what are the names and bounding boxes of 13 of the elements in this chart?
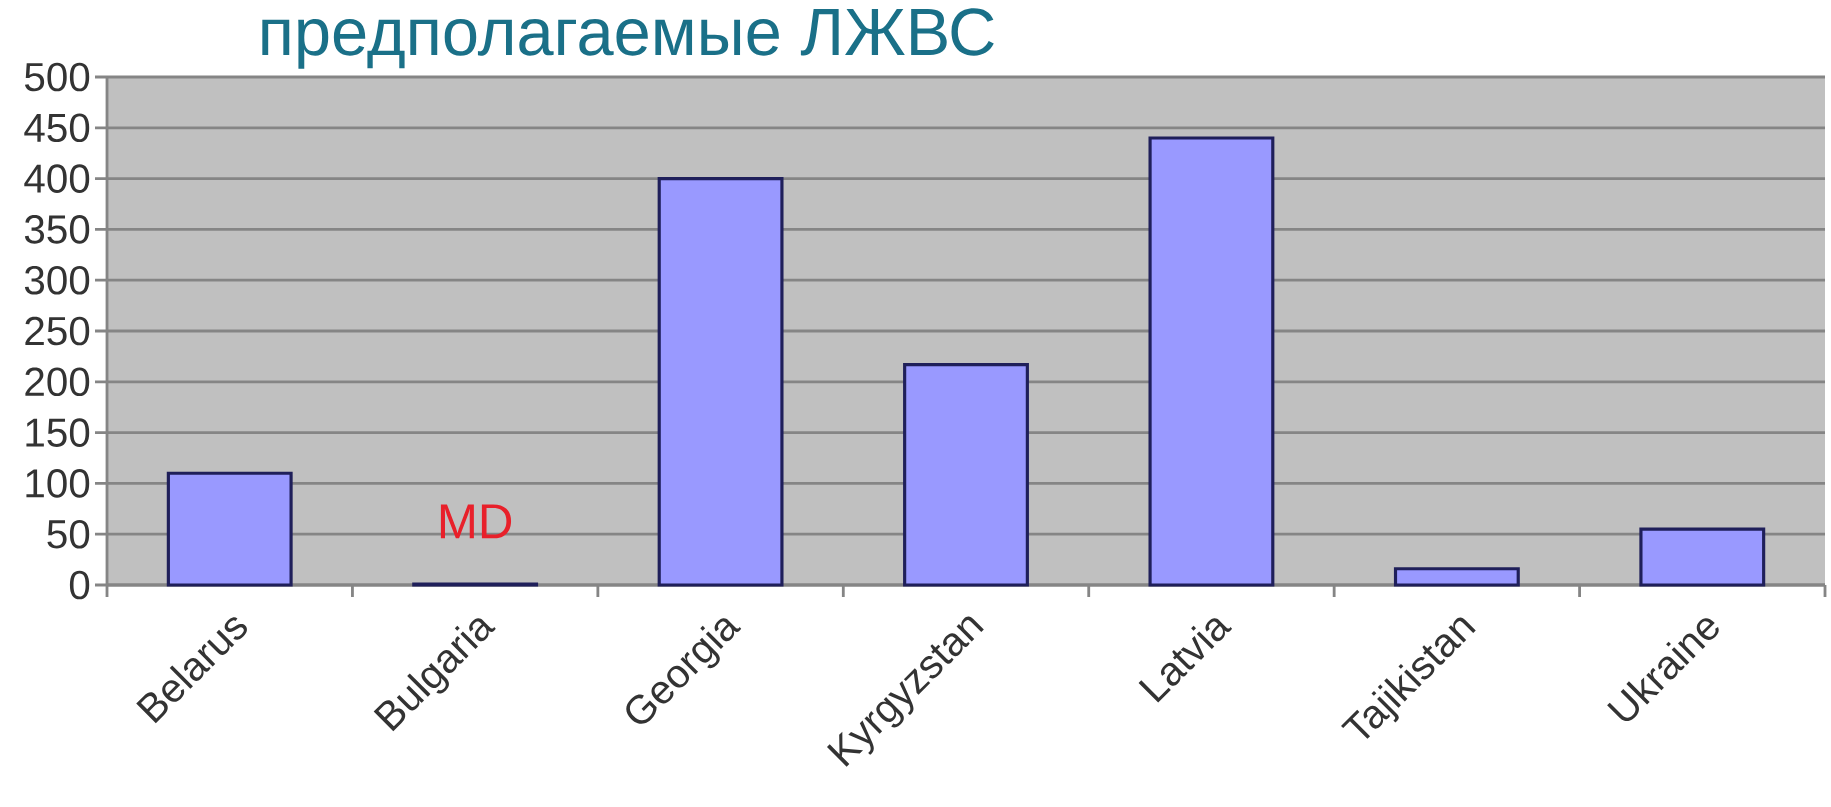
y-tick-label: 450 [24,113,90,143]
y-tick-label: 0 [69,570,90,600]
y-tick-label: 100 [26,469,90,498]
y-tick-label: 400 [24,164,90,193]
chart-title: предполагаемые ЛЖВС [262,8,994,69]
y-tick-label: 250 [25,316,90,346]
y-tick-label: 350 [24,215,90,244]
y-tick-label: 300 [24,265,90,295]
y-tick-label: 150 [26,418,90,447]
y-tick-label: 50 [47,519,90,549]
y-tick-label: 500 [24,62,90,92]
annotation: MD [440,504,512,539]
y-tick-label: 200 [25,367,90,397]
